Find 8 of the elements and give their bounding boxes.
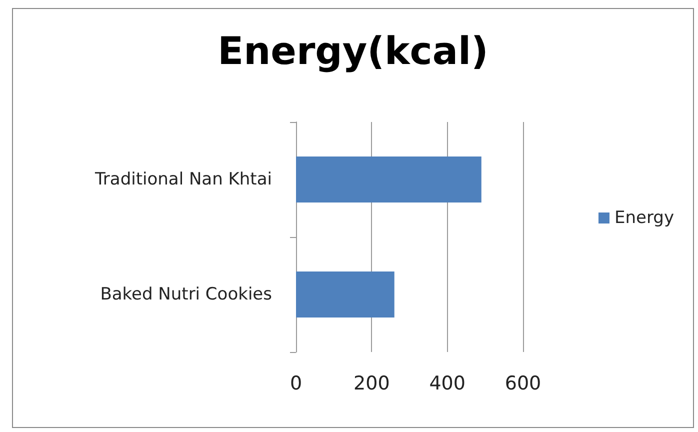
y-tick-label: Baked Nutri Cookies xyxy=(100,284,272,304)
x-tick-label: 200 xyxy=(354,372,390,394)
legend-label: Energy xyxy=(614,208,674,228)
x-tick-label: 600 xyxy=(504,372,542,394)
x-tick-label: 0 xyxy=(290,372,302,394)
chart-title: Energy(kcal) xyxy=(218,29,488,73)
y-tick-label: Traditional Nan Khtai xyxy=(94,170,272,190)
x-tick-label: 400 xyxy=(429,372,466,394)
